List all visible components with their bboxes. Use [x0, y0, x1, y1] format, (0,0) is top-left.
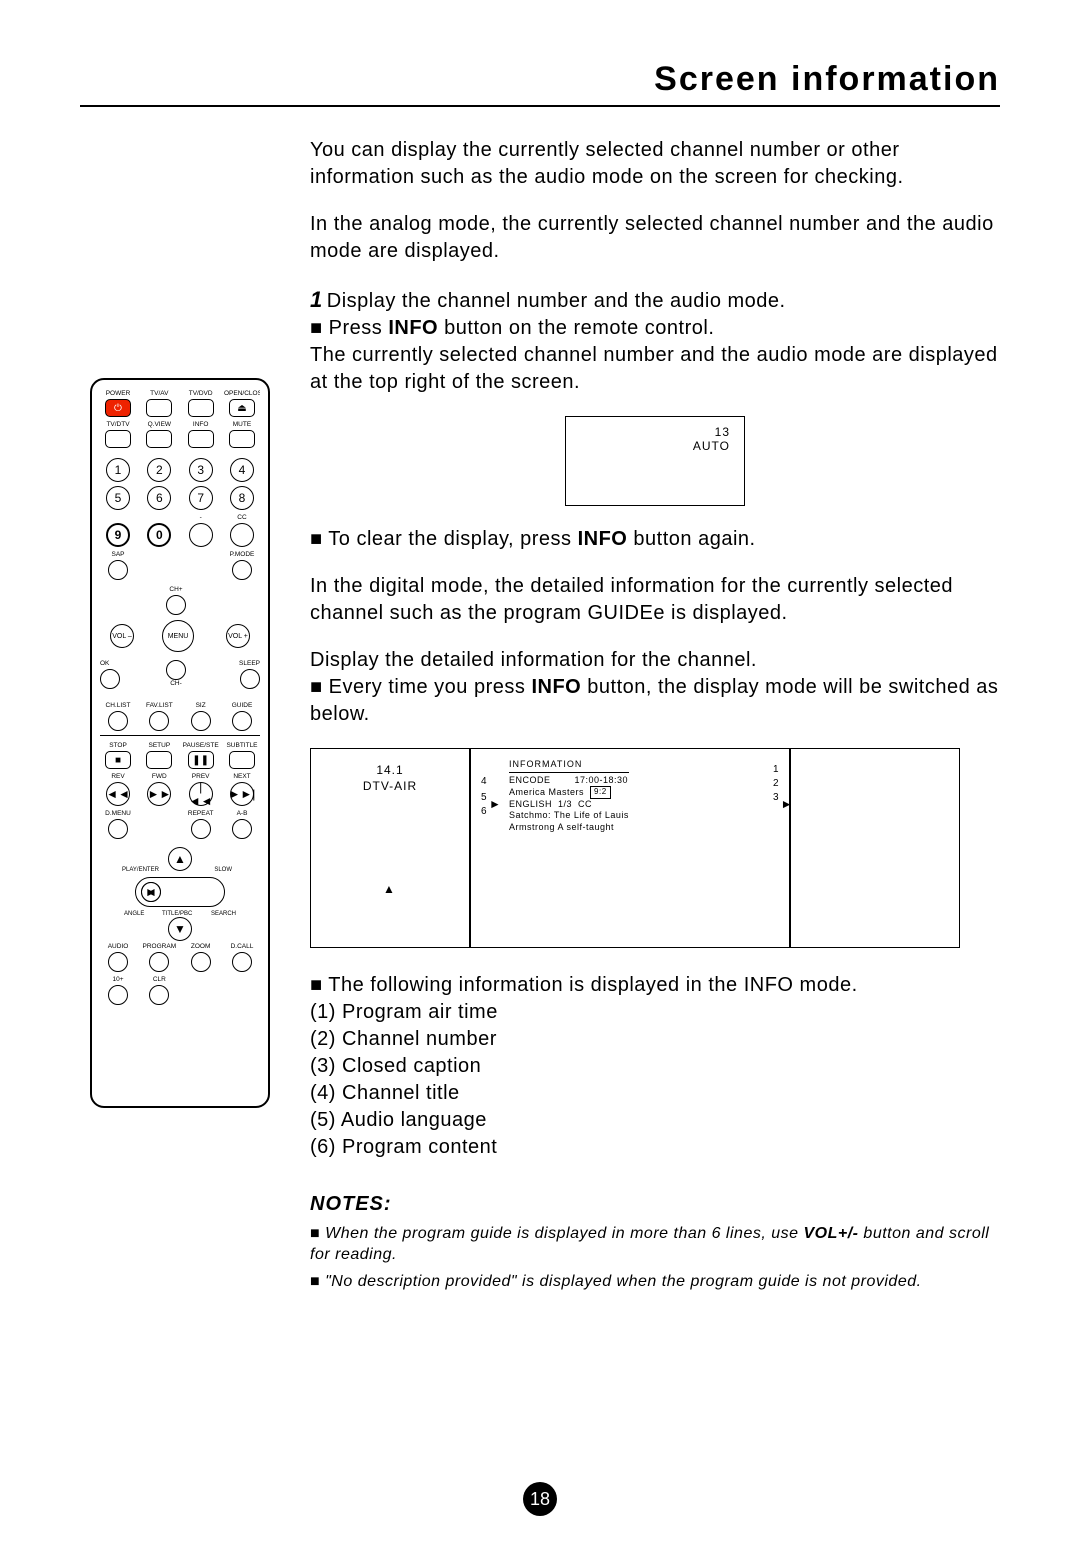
intro-1: You can display the currently selected c… — [310, 137, 1000, 191]
page-title: Screen information — [80, 60, 1000, 107]
repeat-button — [191, 819, 211, 839]
preview-audio-mode: AUTO — [693, 439, 730, 453]
notes-heading: NOTES: — [310, 1191, 1000, 1218]
num-6: 6 — [147, 486, 171, 510]
audio-button — [108, 952, 128, 972]
num-1: 1 — [106, 458, 130, 482]
pmode-button — [232, 560, 252, 580]
fwd-button: ►► — [147, 782, 171, 806]
num-8: 8 — [230, 486, 254, 510]
mute-button — [229, 430, 255, 448]
sap-button — [108, 560, 128, 580]
guide-button — [232, 711, 252, 731]
num-7: 7 — [189, 486, 213, 510]
dmenu-button — [108, 819, 128, 839]
nav-cluster: CH+ VOL – MENU VOL + OK CH- SLEEP — [100, 586, 260, 696]
tvav-button — [146, 399, 172, 417]
num-9: 9 — [106, 523, 130, 547]
dpad-right: ► — [141, 882, 161, 902]
pause-button: ❚❚ — [188, 751, 214, 769]
subtitle-button — [229, 751, 255, 769]
ab-button — [232, 819, 252, 839]
analog-screen-preview: 13 AUTO — [565, 416, 745, 506]
clr-button — [149, 985, 169, 1005]
clear-note: To clear the display, press INFO button … — [310, 526, 1000, 553]
eject-button: ⏏ — [229, 399, 255, 417]
preview-channel: 13 — [715, 425, 730, 439]
size-button — [191, 711, 211, 731]
info-button — [188, 430, 214, 448]
chlist-button — [108, 711, 128, 731]
page-number: 18 — [523, 1482, 557, 1516]
detail-step: Display the detailed information for the… — [310, 647, 1000, 728]
num-4: 4 — [230, 458, 254, 482]
tenplus-button — [108, 985, 128, 1005]
num-0: 0 — [147, 523, 171, 547]
dcall-button — [232, 952, 252, 972]
info-mode-diagram: 14.1DTV-AIR 4 5 6 INFORMATION ENCODE17:0… — [310, 748, 1000, 948]
step-1: 1Display the channel number and the audi… — [310, 285, 1000, 396]
rev-button: ◄◄ — [106, 782, 130, 806]
num-3: 3 — [189, 458, 213, 482]
qview-button — [146, 430, 172, 448]
dpad: ▲ PLAY/ENTER SLOW ◄ ► ANGLE TITLE/PBC SE… — [130, 847, 230, 937]
notes-body: When the program guide is displayed in m… — [310, 1224, 1000, 1292]
num-2: 2 — [147, 458, 171, 482]
intro-2: In the analog mode, the currently select… — [310, 211, 1000, 265]
digital-intro: In the digital mode, the detailed inform… — [310, 573, 1000, 627]
cc-button — [230, 523, 254, 547]
remote-control-diagram: POWER⏻ TV/AV TV/DVD OPEN/CLOSE⏏ TV/DTV Q… — [90, 378, 270, 1108]
dpad-down: ▼ — [168, 917, 192, 941]
power-button: ⏻ — [105, 399, 131, 417]
dash-button — [189, 523, 213, 547]
program-button — [149, 952, 169, 972]
zoom-button — [191, 952, 211, 972]
favlist-button — [149, 711, 169, 731]
dpad-up: ▲ — [168, 847, 192, 871]
stop-button: ■ — [105, 751, 131, 769]
next-button: ►►| — [230, 782, 254, 806]
setup-button — [146, 751, 172, 769]
info-list: The following information is displayed i… — [310, 972, 1000, 1161]
num-5: 5 — [106, 486, 130, 510]
tvdtv-button — [105, 430, 131, 448]
prev-button: |◄◄ — [189, 782, 213, 806]
tvdvd-button — [188, 399, 214, 417]
